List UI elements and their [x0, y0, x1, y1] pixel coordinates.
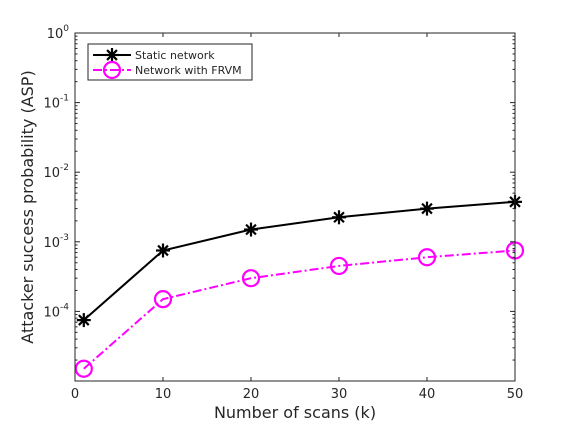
legend-asterisk-marker [105, 48, 119, 62]
y-tick-label: 10-4 [43, 302, 69, 320]
legend-marker-static [105, 48, 119, 62]
data-point-0-3 [332, 210, 346, 225]
data-point-1-4 [417, 248, 437, 267]
legend-label-frvm: Network with FRVM [135, 64, 242, 77]
x-tick-label: 40 [419, 387, 436, 402]
asterisk-stroke [157, 244, 169, 257]
asterisk-stroke [106, 49, 118, 61]
ticks-layer: 0 10 20 30 40 50 10-4 10-3 10-2 10-1 100 [43, 24, 523, 402]
y-tick-label: 10-3 [43, 233, 69, 251]
legend-marker-frvm [102, 60, 122, 80]
y-tick-label: 100 [47, 24, 70, 42]
series-line-1 [83, 249, 516, 370]
y-axis-label: Attacker success probability (ASP) [18, 70, 37, 343]
x-tick-label: 0 [71, 387, 79, 402]
x-tick-label: 20 [243, 387, 260, 402]
data-point-1-2 [241, 269, 261, 288]
data-point-1-0 [74, 359, 93, 378]
legend-circle-marker [102, 60, 122, 80]
axes-box [74, 32, 516, 382]
asterisk-stroke [421, 202, 433, 215]
asterisk-stroke [245, 223, 257, 236]
y-tick-label: 10-2 [43, 163, 69, 181]
asterisk-stroke [333, 211, 345, 224]
series-layer [74, 194, 525, 378]
legend: Static network Network with FRVM [87, 43, 253, 81]
data-point-1-3 [329, 256, 349, 276]
series-line-0 [83, 200, 516, 321]
data-point-0-4 [420, 201, 434, 216]
asterisk-stroke [78, 314, 90, 326]
data-point-0-2 [244, 222, 258, 237]
y-tick-label: 10-1 [43, 94, 69, 112]
data-point-0-0 [76, 313, 91, 328]
x-tick-label: 50 [507, 387, 524, 402]
x-tick-label: 30 [331, 387, 348, 402]
x-axis-label: Number of scans (k) [214, 403, 376, 422]
data-point-1-1 [153, 290, 173, 309]
data-point-0-1 [156, 243, 170, 258]
x-tick-label: 10 [155, 387, 172, 402]
legend-label-static: Static network [135, 49, 215, 62]
